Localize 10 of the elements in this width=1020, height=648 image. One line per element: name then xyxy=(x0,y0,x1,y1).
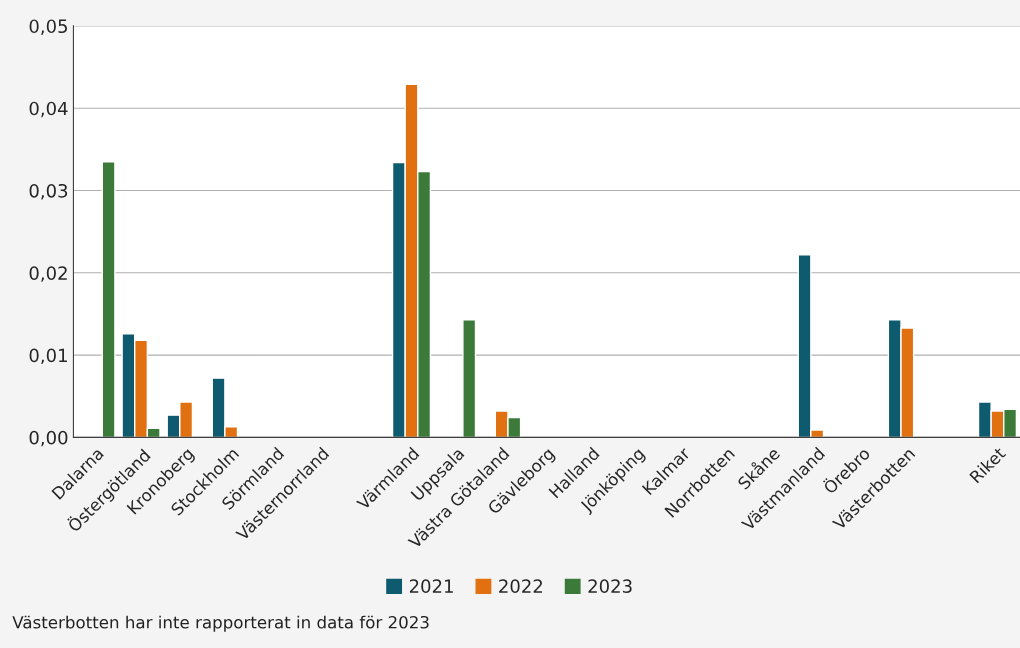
y-tick-label: 0,04 xyxy=(29,101,68,118)
legend-label: 2021 xyxy=(409,579,453,593)
legend-label: 2023 xyxy=(588,579,632,593)
text: Västerbotten har inte rapporterat in data för 2023 xyxy=(12,615,429,632)
y-tick-label: 0,05 xyxy=(29,19,67,35)
y-tick-label: 0,01 xyxy=(29,348,67,365)
y-tick-label: 0,03 xyxy=(29,183,68,200)
legend-label: 2022 xyxy=(499,579,542,593)
y-tick-label: 0,00 xyxy=(29,430,68,447)
y-tick-label: 0,02 xyxy=(29,266,67,282)
